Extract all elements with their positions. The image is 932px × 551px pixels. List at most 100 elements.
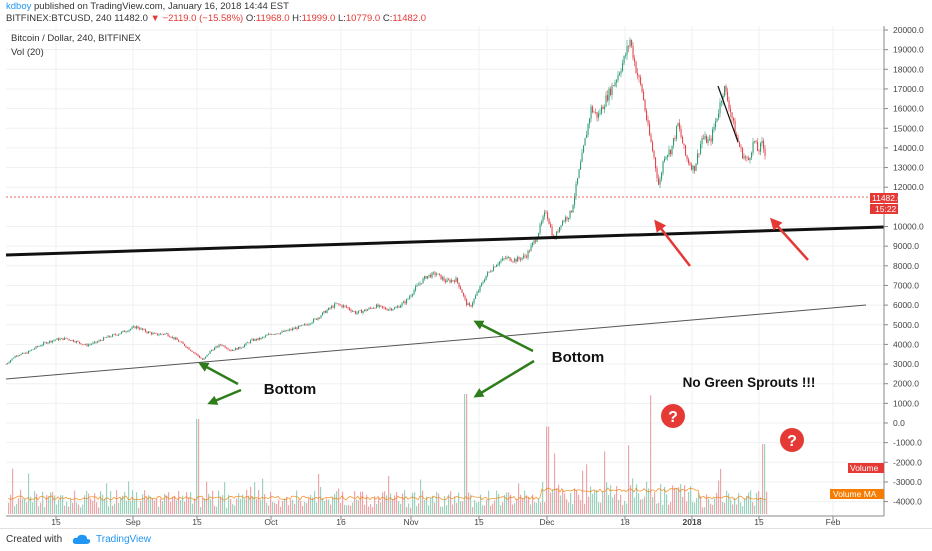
volume-bar: [190, 492, 192, 514]
candle-body: [547, 212, 549, 219]
candle-body: [376, 304, 378, 309]
candle-body: [638, 75, 640, 78]
candle-body: [608, 88, 610, 101]
volume-bar: [494, 500, 496, 514]
volume-bar: [186, 492, 188, 514]
candle-body: [596, 112, 598, 118]
volume-bar: [176, 500, 178, 514]
candle-body: [745, 156, 747, 158]
chart-area[interactable]: 20000.0 19000.0 18000.0 17000.0 16000.0 15000…: [0, 25, 932, 528]
candle-body: [697, 153, 699, 164]
volume-bar: [476, 502, 478, 514]
volume-bar: [60, 495, 62, 514]
volume-bar: [582, 470, 584, 514]
candle-body: [427, 276, 429, 279]
volume-bar: [122, 495, 124, 514]
short-trend-line[interactable]: [717, 85, 739, 143]
candle-body: [122, 330, 124, 332]
candle-body: [46, 342, 48, 344]
volume-bar: [604, 451, 606, 514]
price-tick-label: -3000.0: [893, 477, 922, 487]
candle-body: [433, 272, 435, 274]
open-label: O:: [245, 13, 256, 24]
candle-body: [637, 73, 639, 76]
volume-ma-badge: [830, 489, 884, 499]
candle-body: [95, 341, 97, 343]
candle-body: [548, 218, 550, 225]
time-tick-label: 15: [192, 517, 202, 527]
volume-bar: [104, 498, 106, 514]
volume-bar: [528, 496, 530, 514]
candle-body: [92, 342, 94, 344]
candle-body: [392, 309, 394, 311]
volume-bar: [198, 419, 200, 514]
candle-body: [430, 274, 432, 278]
candle-body: [473, 298, 475, 304]
time-axis[interactable]: 15 Sep 15 Oct 16 Nov 15 Dec 18 2018 15 Feb: [51, 516, 841, 527]
candle-body: [755, 140, 757, 142]
volume-bar: [116, 490, 118, 514]
candle-body: [110, 336, 112, 338]
volume-bar: [736, 504, 738, 514]
symbol-label: BITFINEX:BTCUSD, 240: [6, 13, 112, 24]
candle-body: [128, 329, 130, 332]
author-link[interactable]: kdboy: [6, 1, 32, 12]
resistance-support-line[interactable]: [5, 225, 885, 257]
price-tick-label: 18000.0: [893, 64, 924, 74]
volume-bar: [96, 502, 98, 514]
candle-body: [374, 307, 376, 309]
candle-body: [251, 339, 253, 341]
price-axis[interactable]: 20000.0 19000.0 18000.0 17000.0 16000.0 15000…: [884, 25, 924, 507]
candle-body: [721, 101, 723, 103]
volume-bar: [344, 504, 346, 514]
candle-body: [296, 327, 298, 329]
candle-body: [428, 274, 430, 277]
time-tick-label: 15: [51, 517, 61, 527]
volume-bar: [124, 492, 126, 514]
volume-bar: [424, 500, 426, 514]
footer-bar: Created with TradingView: [0, 528, 932, 551]
candle-body: [109, 335, 111, 337]
candle-body: [628, 46, 630, 47]
candle-body: [145, 329, 147, 332]
candle-body: [584, 138, 586, 146]
candle-body: [464, 295, 466, 300]
candle-body: [709, 138, 711, 140]
volume-bar: [580, 500, 582, 514]
candle-body: [353, 311, 355, 312]
question-mark-label: ?: [787, 433, 797, 450]
volume-bar: [512, 504, 514, 514]
volume-bar: [394, 495, 396, 514]
price-tick-label: 19000.0: [893, 45, 924, 55]
price-chart[interactable]: 20000.0 19000.0 18000.0 17000.0 16000.0 15000…: [0, 25, 932, 528]
volume-bar: [154, 500, 156, 514]
volume-bar: [298, 499, 300, 514]
candle-body: [701, 138, 703, 145]
candle-body: [562, 220, 564, 226]
volume-bar: [620, 494, 622, 514]
volume-bar: [106, 483, 108, 514]
candle-body: [551, 226, 553, 236]
volume-bar: [84, 495, 86, 514]
volume-bar: [138, 507, 140, 514]
candle-body: [220, 344, 222, 346]
volume-bar: [572, 504, 574, 514]
candle-body: [358, 310, 360, 313]
volume-bar: [748, 492, 750, 514]
volume-bar: [746, 495, 748, 514]
candle-body: [437, 273, 439, 275]
candle-body: [164, 333, 166, 335]
candle-body: [626, 46, 628, 56]
volume-bar: [50, 492, 52, 514]
volume-bar: [606, 482, 608, 514]
candle-body: [737, 137, 739, 143]
volume-bar: [12, 468, 14, 514]
volume-bar: [292, 499, 294, 514]
long-trend-line[interactable]: [5, 304, 867, 380]
candle-body: [634, 58, 636, 62]
volume-bar: [666, 494, 668, 514]
tradingview-link[interactable]: TradingView: [96, 534, 152, 545]
volume-bar: [40, 502, 42, 514]
volume-bar: [180, 500, 182, 514]
volume-bar: [274, 502, 276, 514]
